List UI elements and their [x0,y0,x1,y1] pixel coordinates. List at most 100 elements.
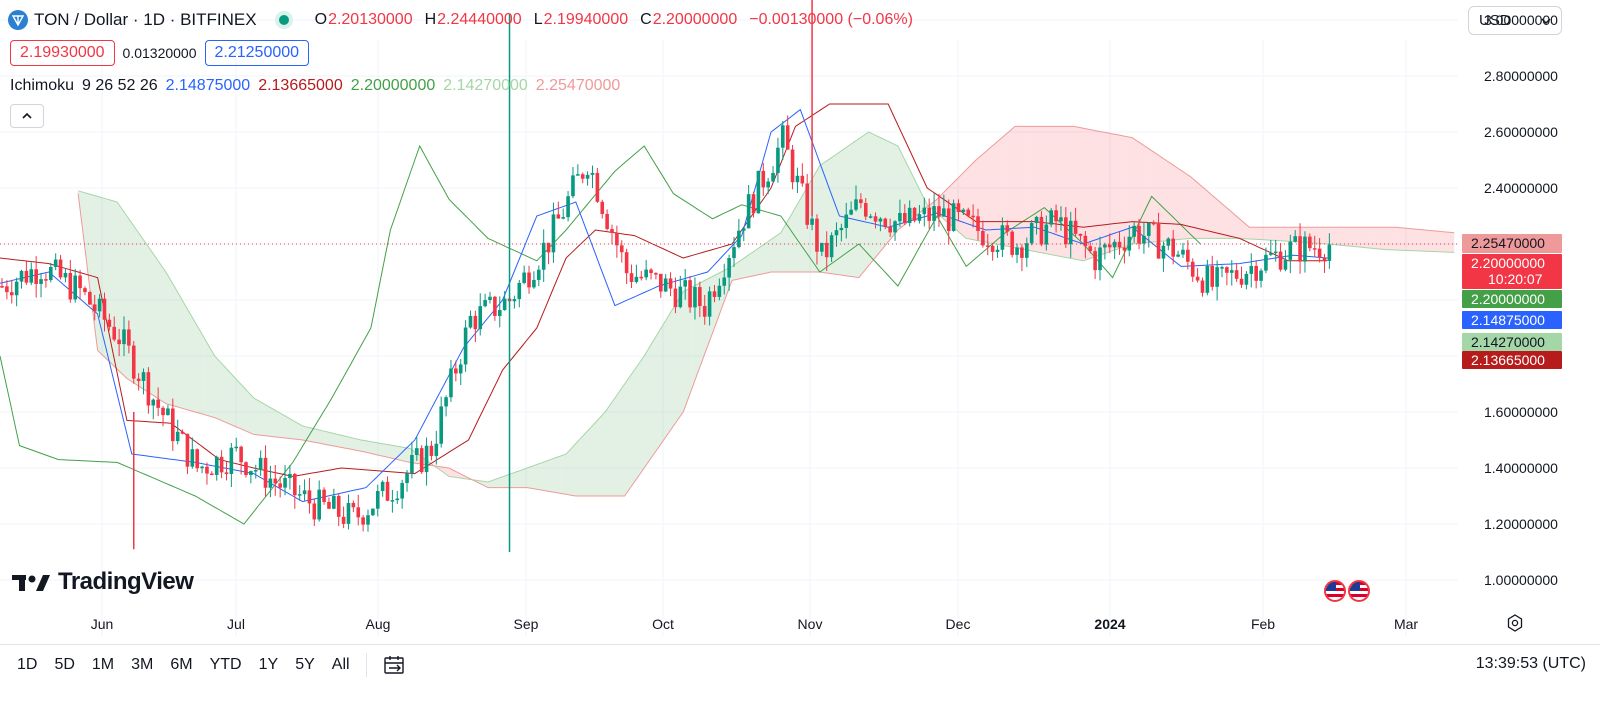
candle-body [224,472,229,475]
timeframe-all[interactable]: All [331,656,350,673]
currency-select[interactable]: USD [1468,6,1562,35]
cloud-segment [902,155,908,227]
tradingview-logo[interactable]: TradingView [12,568,194,596]
candle-body [366,515,370,525]
candle-body [1249,265,1254,274]
cloud-segment [888,141,894,242]
timeframe-1d[interactable]: 1D [17,656,38,673]
us-flag-icon[interactable] [1348,580,1370,602]
timeframe-1y[interactable]: 1Y [258,656,279,673]
kijun-value: 2.13665000 [258,77,343,94]
cloud-segment [356,438,362,452]
settings-icon[interactable] [1506,614,1524,632]
cloud-segment [219,361,225,422]
candle-body [956,203,961,212]
candle-body [512,299,517,302]
cloud-segment [248,392,254,435]
x-axis-label: Feb [1251,616,1275,632]
tradingview-logo-icon [12,571,50,593]
candle-body [600,201,605,214]
cloud-segment [1390,227,1396,250]
candle-body [390,500,395,502]
cloud-segment [312,428,318,443]
candle-body [1327,244,1332,261]
timeframe-5d[interactable]: 5D [54,656,75,673]
y-axis-label: 2.80000000 [1484,68,1558,84]
candle-body [541,242,546,270]
price-label-bg [1462,234,1562,253]
candle-body [1073,220,1078,234]
candle-body [1151,222,1156,225]
candle-body [756,170,761,214]
cloud-segment [897,146,903,230]
span-b-value: 2.25470000 [535,77,621,94]
candle-body [893,221,897,233]
price-label: 2.20000000 [1471,291,1545,307]
cloud-segment [1429,230,1435,252]
candle-body [434,443,439,456]
timeframe-6m[interactable]: 6M [170,656,193,673]
candle-body [1288,241,1293,260]
candle-body [9,292,14,296]
candle-body [395,498,400,501]
symbol-title[interactable]: TON / Dollar · 1D · BITFINEX [34,10,257,29]
timeframe-1m[interactable]: 1M [91,656,115,673]
cloud-segment [1146,147,1152,243]
timeframe-ytd[interactable]: YTD [209,656,242,673]
buy-button[interactable]: 2.21250000 [204,40,310,66]
candle-body [400,483,404,499]
us-flag-icon[interactable] [1324,580,1346,602]
cloud-segment [1200,185,1206,239]
cloud-segment [82,192,88,272]
candle-body [200,466,204,469]
cloud-segment [253,398,259,435]
collapse-legend-button[interactable] [10,104,44,128]
cloud-segment [326,431,332,446]
candle-body [336,495,341,517]
cloud-segment [1224,206,1230,239]
candle-body [73,275,77,300]
candle-body [1044,224,1049,245]
cloud-segment [590,422,596,496]
candle-body [766,181,770,188]
cloud-segment [200,330,205,415]
candle-body [946,208,951,231]
cloud-segment [385,444,391,458]
cloud-segment [961,169,967,239]
candle-body [283,477,287,488]
candle-body [488,296,492,301]
timeframe-3m[interactable]: 3M [131,656,154,673]
cloud-segment [351,437,357,451]
tenkan-value: 2.14875000 [165,77,251,94]
sell-button[interactable]: 2.19930000 [10,40,115,66]
candle-body [1015,247,1019,255]
cloud-segment [1439,231,1445,252]
clock[interactable]: 13:39:53 (UTC) [1475,655,1586,672]
cloud-segment [1049,126,1055,256]
price-label: 2.14875000 [1471,312,1545,328]
timeframe-5y[interactable]: 5Y [295,656,315,673]
cloud-segment [1371,227,1377,249]
x-axis-label: Dec [946,616,971,632]
countdown-label: 10:20:07 [1488,271,1543,287]
cloud-segment [1054,126,1059,257]
date-range-icon[interactable] [383,654,407,676]
x-axis-label: Jul [227,616,245,632]
candle-body [468,315,473,328]
candle-body [244,462,248,476]
candle-body [1142,235,1146,244]
x-axis-label: Oct [652,616,674,632]
indicator-legend[interactable]: Ichimoku 9 26 52 26 2.14875000 2.1366500… [10,77,620,95]
cloud-segment [1405,228,1411,251]
candle-body [585,174,590,179]
span-a-value: 2.14270000 [443,77,528,94]
chart-axes: 3.200000003.000000002.800000002.60000000… [91,12,1562,632]
candle-body [688,280,692,308]
candle-body [0,286,4,288]
cloud-segment [1093,130,1098,258]
candle-body [966,209,971,216]
candle-body [824,242,829,258]
economic-events[interactable] [1324,580,1370,602]
cloud-segment [287,417,293,439]
